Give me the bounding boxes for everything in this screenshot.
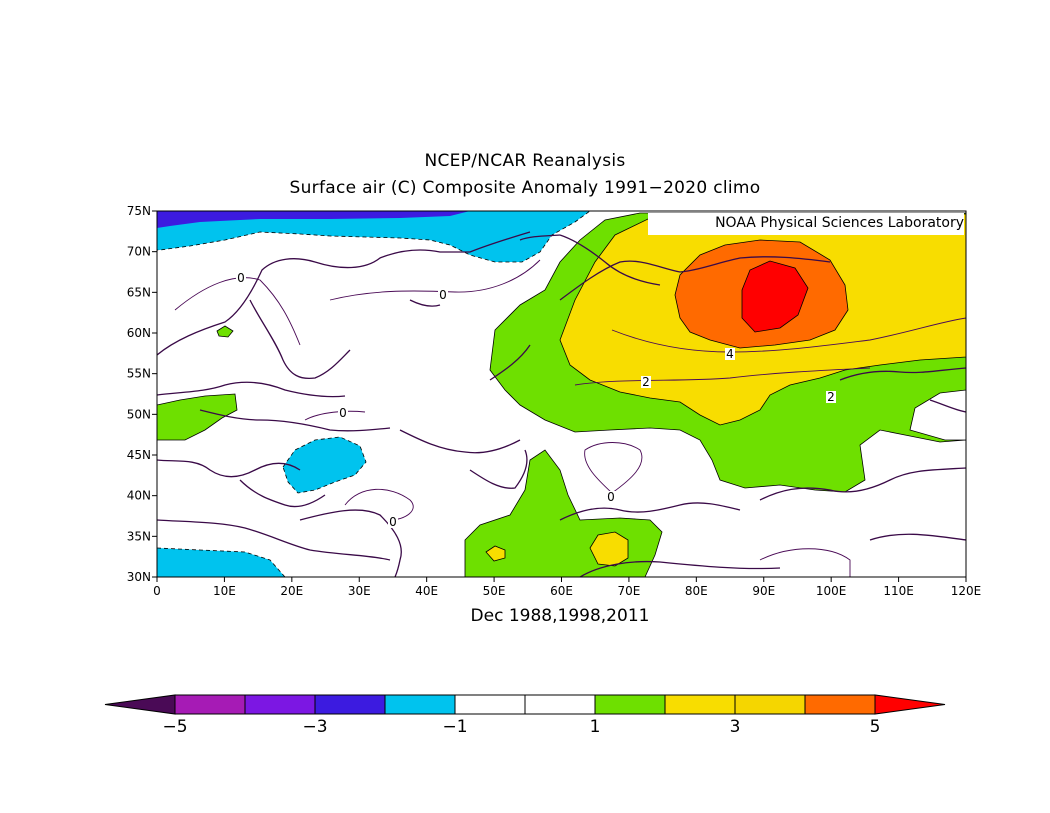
- colorbar-swatch: [734, 694, 806, 715]
- coastlines: [157, 231, 966, 577]
- lat-tick-label: 45N: [127, 448, 151, 462]
- lat-tick-label: 65N: [127, 285, 151, 299]
- contour-label: 4: [726, 347, 734, 361]
- lon-tick-label: 40E: [415, 584, 438, 598]
- cold-area-balkans: [282, 436, 367, 494]
- lon-tick-label: 30E: [348, 584, 371, 598]
- colorbar-label: 1: [590, 717, 601, 737]
- contour-label: 0: [389, 515, 397, 529]
- contour-label: 0: [439, 288, 447, 302]
- colorbar-labels: −5 −3 −1 1 3 5: [162, 717, 880, 737]
- lon-tick-label: 20E: [280, 584, 303, 598]
- contour-zero-loop: [584, 442, 643, 494]
- contour-zero-north: [174, 259, 541, 346]
- very-cold-band: [157, 211, 470, 228]
- map-subtitle: Surface air (C) Composite Anomaly 1991−2…: [289, 178, 761, 198]
- lon-tick-label: 70E: [617, 584, 640, 598]
- lat-tick-label: 40N: [127, 489, 151, 503]
- contour-label: 0: [607, 490, 615, 504]
- colorbar: [104, 694, 946, 715]
- colorbar-swatch: [174, 694, 246, 715]
- contour-zero-mid: [304, 410, 366, 421]
- lat-tick-label: 75N: [127, 204, 151, 218]
- contour-label: 0: [237, 271, 245, 285]
- contour-east: [759, 548, 851, 577]
- contour-labels: 0 0 0 0 0 2 2 4: [236, 271, 836, 529]
- colorbar-swatch: [244, 694, 316, 715]
- warm-area-central-yellow-1: [589, 531, 629, 567]
- lon-axis: 0 10E 20E 30E 40E 50E 60E 70E 80E 90E 100E 110E 120E: [153, 577, 981, 598]
- lon-tick-label: 110E: [883, 584, 914, 598]
- lat-tick-label: 60N: [127, 326, 151, 340]
- map-title: NCEP/NCAR Reanalysis: [424, 151, 626, 171]
- warm-area-red: [741, 260, 809, 333]
- colorbar-swatch: [804, 694, 876, 715]
- lat-tick-label: 30N: [127, 570, 151, 584]
- colorbar-label: −5: [162, 717, 187, 737]
- lon-tick-label: 0: [153, 584, 161, 598]
- cold-area-africa: [157, 547, 286, 577]
- colorbar-swatch: [664, 694, 736, 715]
- map-plot-area: [157, 211, 966, 577]
- lon-tick-label: 80E: [685, 584, 708, 598]
- colorbar-label: 3: [730, 717, 741, 737]
- colorbar-swatch: [524, 694, 596, 715]
- cold-area-north: [157, 211, 591, 263]
- credit-label: NOAA Physical Sciences Laboratory: [648, 213, 964, 235]
- lon-tick-label: 10E: [213, 584, 236, 598]
- colorbar-label: 5: [870, 717, 881, 737]
- warm-area-west-europe: [157, 393, 238, 441]
- warm-area-central-yellow-2: [485, 545, 506, 562]
- contour-4: [611, 317, 966, 353]
- lon-tick-label: 90E: [752, 584, 775, 598]
- date-label: Dec 1988,1998,2011: [470, 606, 650, 626]
- colorbar-swatch: [314, 694, 386, 715]
- colorbar-label: −3: [302, 717, 327, 737]
- lat-tick-label: 50N: [127, 407, 151, 421]
- lat-tick-label: 55N: [127, 367, 151, 381]
- colorbar-swatch: [454, 694, 526, 715]
- colorbar-label: −1: [442, 717, 467, 737]
- lat-tick-label: 70N: [127, 245, 151, 259]
- lon-tick-label: 100E: [816, 584, 847, 598]
- colorbar-swatch: [384, 694, 456, 715]
- lat-tick-label: 35N: [127, 529, 151, 543]
- contour-label: 2: [827, 390, 835, 404]
- lon-tick-label: 60E: [550, 584, 573, 598]
- lat-axis: 30N 35N 40N 45N 50N 55N 60N 65N 70N 75N: [127, 204, 157, 584]
- contour-label: 0: [339, 406, 347, 420]
- contour-label: 2: [642, 375, 650, 389]
- warm-area-norway: [216, 325, 234, 338]
- lon-tick-label: 50E: [483, 584, 506, 598]
- colorbar-arrow-high: [874, 694, 946, 715]
- lon-tick-label: 120E: [951, 584, 982, 598]
- contour-2: [574, 367, 871, 386]
- colorbar-swatch: [594, 694, 666, 715]
- contour-zero-south: [344, 488, 414, 521]
- colorbar-arrow-low: [104, 694, 176, 715]
